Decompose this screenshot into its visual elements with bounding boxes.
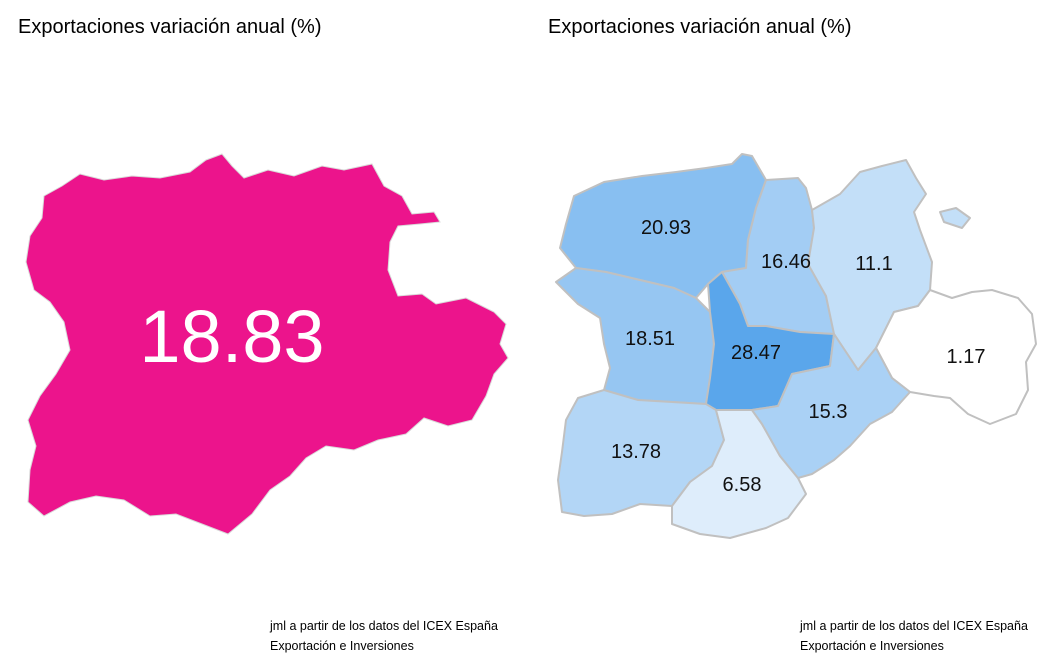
region-outline-total (25, 153, 509, 535)
region-labels: 20.93 16.46 11.1 18.51 28.47 1.17 13.78 … (611, 217, 986, 496)
total-value-label: 18.83 (139, 295, 324, 378)
region-label: 16.46 (761, 251, 811, 273)
region-label: 11.1 (855, 253, 892, 275)
region-southeast (751, 333, 911, 479)
region-label: 20.93 (641, 217, 691, 239)
region-northeast (807, 159, 933, 371)
left-map: 18.83 (25, 153, 509, 535)
caption-line-1: jml a partir de los datos del ICEX Españ… (800, 619, 1028, 633)
region-label: 15.3 (809, 401, 848, 423)
right-map-title: Exportaciones variación anual (%) (548, 16, 852, 38)
right-caption: jml a partir de los datos del ICEX Españ… (800, 616, 1028, 656)
caption-line-1: jml a partir de los datos del ICEX Españ… (270, 619, 498, 633)
region-label: 1.17 (947, 346, 986, 368)
region-label: 6.58 (723, 474, 762, 496)
region-southwest (557, 389, 725, 517)
region-label: 18.51 (625, 328, 675, 350)
caption-line-2: Exportación e Inversiones (270, 639, 414, 653)
right-map (555, 153, 1037, 539)
region-northeast-exclave (939, 207, 971, 229)
region-label: 13.78 (611, 441, 661, 463)
caption-line-2: Exportación e Inversiones (800, 639, 944, 653)
left-map-title: Exportaciones variación anual (%) (18, 16, 322, 38)
region-label: 28.47 (731, 342, 781, 364)
left-caption: jml a partir de los datos del ICEX Españ… (270, 616, 498, 656)
